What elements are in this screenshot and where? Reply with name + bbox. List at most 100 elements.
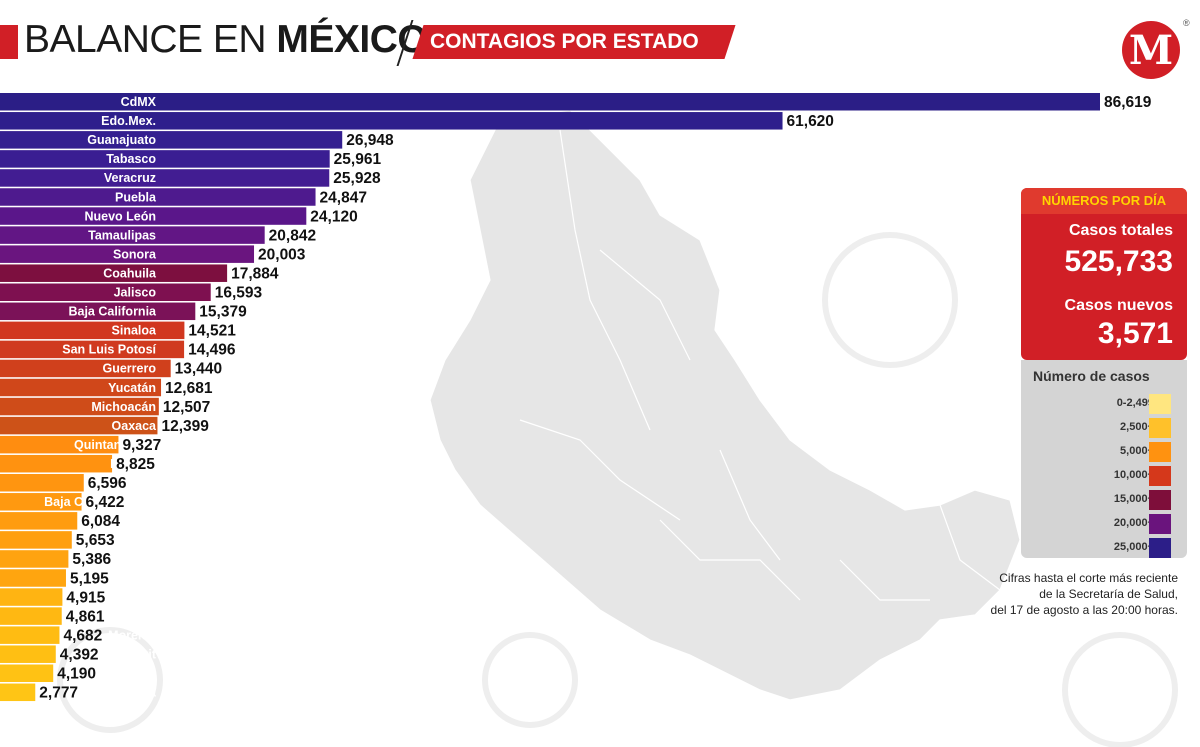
bar-24: [0, 550, 69, 568]
value-label-28: 4,682: [63, 627, 102, 644]
value-label-17: 12,399: [161, 418, 209, 435]
legend-swatch: [1149, 394, 1171, 414]
value-label-19: 8,825: [116, 456, 155, 473]
virus-watermarks: [57, 232, 1178, 747]
category-label-3: Tabasco: [106, 152, 156, 166]
category-label-29: Nayarit: [114, 647, 157, 661]
bar-15: [0, 378, 162, 397]
value-label-6: 24,120: [310, 208, 357, 225]
bar-7: [0, 226, 265, 244]
bar-19: [0, 454, 113, 473]
bar-0: [0, 93, 1100, 111]
value-label-27: 4,861: [66, 608, 105, 625]
legend-item-5: 20,000+: [1021, 513, 1187, 534]
legend-label: 10,000+: [1113, 469, 1154, 481]
header-accent-bar: [0, 25, 18, 59]
category-label-5: Puebla: [115, 190, 157, 204]
legend-swatch: [1149, 466, 1171, 486]
category-label-11: Baja California: [68, 305, 157, 319]
category-label-25: Campeche: [93, 571, 156, 585]
bar-23: [0, 531, 72, 549]
legend-item-6: 25,000+: [1021, 537, 1187, 558]
value-label-9: 17,884: [231, 265, 279, 282]
bar-3: [0, 150, 330, 168]
legend-label: 25,000+: [1113, 541, 1154, 553]
category-label-21: Baja California Sur: [44, 495, 156, 509]
total-cases-label: Casos totales: [1068, 222, 1173, 239]
category-label-17: Oaxaca: [112, 419, 158, 433]
value-label-4: 25,928: [333, 170, 381, 187]
legend-label: 2,500+: [1120, 421, 1154, 433]
value-label-5: 24,847: [320, 189, 367, 206]
bar-18: [0, 435, 119, 454]
value-label-7: 20,842: [269, 227, 316, 244]
category-label-4: Veracruz: [104, 171, 156, 185]
legend-item-3: 10,000+: [1021, 465, 1187, 486]
legend-item-4: 15,000+: [1021, 489, 1187, 510]
bar-27: [0, 607, 62, 625]
value-label-22: 6,084: [81, 513, 120, 530]
bar-4: [0, 169, 330, 187]
category-label-15: Yucatán: [108, 381, 156, 395]
mexico-map-silhouette: [429, 109, 1021, 701]
total-cases-value: 525,733: [1064, 245, 1173, 278]
category-label-30: Zacatecas: [96, 667, 157, 681]
daily-numbers-header: NÚMEROS POR DÍA: [1021, 188, 1187, 214]
category-label-19: Hidalgo: [110, 457, 156, 471]
bar-28: [0, 626, 60, 644]
value-label-16: 12,507: [163, 399, 210, 416]
bar-22: [0, 512, 78, 530]
title-part2: MÉXICO: [276, 18, 428, 61]
category-label-20: Chihuahua: [91, 476, 157, 490]
value-label-1: 61,620: [787, 113, 834, 130]
new-cases-value: 3,571: [1097, 317, 1173, 350]
legend-label: 0-2,499: [1116, 397, 1154, 409]
bar-25: [0, 569, 66, 587]
legend-swatch: [1149, 538, 1171, 558]
legend-item-0: 0-2,499: [1021, 393, 1187, 414]
bar-31: [0, 683, 36, 702]
bar-8: [0, 245, 255, 263]
value-label-10: 16,593: [215, 285, 263, 302]
category-label-9: Coahuila: [103, 266, 157, 280]
value-label-3: 25,961: [334, 151, 382, 168]
bar-9: [0, 264, 228, 282]
bar-21: [0, 493, 82, 511]
legend-swatch: [1149, 442, 1171, 462]
category-label-16: Michoacán: [91, 400, 156, 414]
bar-29: [0, 645, 56, 663]
legend: Número de casos 0-2,499 2,500+ 5,000+ 10,00…: [1021, 360, 1187, 558]
bar-20: [0, 474, 84, 492]
bar-2: [0, 131, 343, 149]
new-cases-label: Casos nuevos: [1064, 297, 1173, 314]
title-part1: BALANCE EN: [24, 18, 277, 61]
footnote: Cifras hasta el corte más reciente de la…: [960, 570, 1178, 618]
milenio-logo: M: [1122, 21, 1180, 79]
footnote-line1: Cifras hasta el corte más reciente: [999, 571, 1178, 585]
category-label-23: Tlaxcala: [107, 533, 157, 547]
category-label-31: Colima: [114, 686, 157, 700]
legend-swatch: [1149, 418, 1171, 438]
category-label-6: Nuevo León: [84, 209, 156, 223]
value-label-8: 20,003: [258, 246, 306, 263]
value-label-30: 4,190: [57, 666, 96, 683]
value-label-14: 13,440: [175, 361, 222, 378]
value-label-0: 86,619: [1104, 94, 1152, 111]
legend-swatch: [1149, 514, 1171, 534]
legend-title: Número de casos: [1033, 368, 1150, 384]
value-label-21: 6,422: [86, 494, 125, 511]
legend-item-2: 5,000+: [1021, 441, 1187, 462]
daily-numbers-panel: NÚMEROS POR DÍA Casos totales 525,733 Ca…: [1021, 188, 1187, 360]
bar-5: [0, 188, 316, 206]
bar-6: [0, 207, 307, 225]
category-label-18: Quintana Roo: [74, 438, 156, 452]
category-label-7: Tamaulipas: [88, 228, 156, 242]
value-label-25: 5,195: [70, 570, 109, 587]
value-label-31: 2,777: [39, 685, 78, 702]
category-label-1: Edo.Mex.: [101, 114, 156, 128]
bar-13: [0, 340, 185, 359]
category-label-26: Querétaro: [96, 590, 156, 604]
value-label-15: 12,681: [165, 380, 213, 397]
